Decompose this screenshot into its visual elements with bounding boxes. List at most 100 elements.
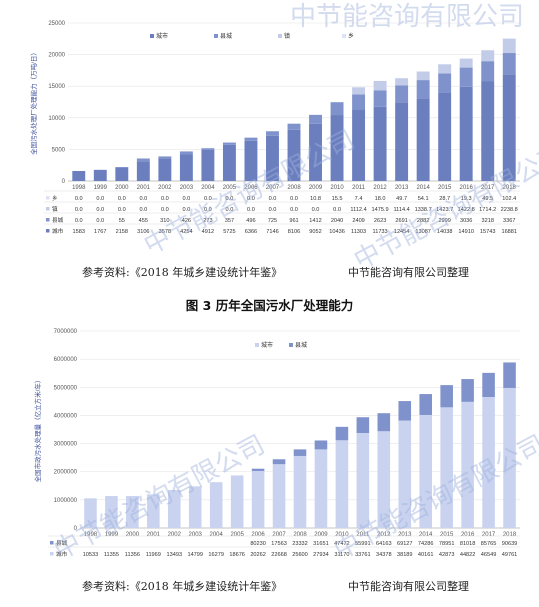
bar-城市-1998 <box>84 498 97 528</box>
table-cell: 85765 <box>481 541 497 547</box>
bar-城市-2008 <box>293 455 307 528</box>
y-tick-label: 2000000 <box>54 470 78 476</box>
table-cell: 6366 <box>245 229 257 235</box>
table-cell: 8106 <box>288 229 300 235</box>
table-cell: 44822 <box>460 552 476 558</box>
bar-城市-2004 <box>201 149 215 181</box>
bar-县城-2007 <box>266 131 279 136</box>
bar-县城-2018 <box>503 362 516 388</box>
x-tick-label: 2000 <box>126 532 140 538</box>
table-cell: 27934 <box>313 552 329 558</box>
bar-县城-2002 <box>158 156 172 159</box>
table-cell: 1412 <box>309 218 321 224</box>
bar-县城-2009 <box>309 114 322 124</box>
y-tick-label: 20000 <box>48 53 65 59</box>
table-cell: 47472 <box>334 541 350 547</box>
table-cell: 0.0 <box>161 207 169 213</box>
table-cell: 31170 <box>334 552 349 558</box>
y-tick-label: 1000000 <box>54 498 78 504</box>
x-tick-label: 2016 <box>460 185 474 191</box>
table-cell: 1338.7 <box>415 207 432 213</box>
bar-城市-2002 <box>158 158 172 181</box>
table-cell: 11303 <box>351 229 366 235</box>
table-cell: 0.0 <box>139 207 147 213</box>
table-cell: 15743 <box>480 229 496 235</box>
table-cell: 0.0 <box>96 218 104 224</box>
bar-城市-2011 <box>352 109 366 181</box>
bar-城市-2018 <box>503 387 516 528</box>
top-source-org: 中节能咨询有限公司整理 <box>348 266 469 279</box>
x-tick-label: 2014 <box>419 532 433 538</box>
bar-城市-2015 <box>440 407 453 528</box>
legend-label: 乡 <box>348 33 354 40</box>
bar-城市-2014 <box>416 98 430 181</box>
x-tick-label: 2009 <box>309 185 323 191</box>
bar-县城-2004 <box>201 148 215 150</box>
bar-县城-2014 <box>416 80 430 99</box>
x-tick-label: 2012 <box>373 185 387 191</box>
table-cell: 42873 <box>439 552 455 558</box>
x-tick-label: 2011 <box>356 532 370 538</box>
bar-县城-2016 <box>459 67 473 87</box>
bar-城市-2009 <box>309 123 322 181</box>
x-tick-label: 2010 <box>330 185 344 191</box>
bar-县城-2007 <box>272 459 286 465</box>
table-cell: 0.0 <box>118 196 126 202</box>
table-cell: 961 <box>289 218 298 224</box>
x-tick-label: 2007 <box>266 185 280 191</box>
y-axis-label: 全国市政污水处理量（亿立方米/年） <box>33 377 42 483</box>
table-cell: 10.8 <box>310 196 321 202</box>
bar-县城-2012 <box>377 413 391 432</box>
table-cell: 69127 <box>397 541 413 547</box>
bar-城市-2003 <box>179 154 193 181</box>
table-cell: 28.7 <box>439 196 450 202</box>
figure-caption: 图 3 历年全国污水厂处理能力 <box>185 298 354 313</box>
x-tick-label: 2004 <box>210 532 224 538</box>
table-cell: 18676 <box>229 552 245 558</box>
table-cell: 2238.8 <box>501 207 518 213</box>
bar-镇-2013 <box>395 78 409 86</box>
bar-城市-2006 <box>251 470 265 528</box>
x-tick-label: 2015 <box>438 185 452 191</box>
bar-县城-2016 <box>461 379 474 402</box>
bar-城市-2018 <box>502 74 516 181</box>
table-cell: 1423.7 <box>436 207 453 213</box>
legend-swatch-县城 <box>214 34 218 38</box>
bar-县城-2015 <box>440 385 453 408</box>
x-tick-label: 2001 <box>137 185 151 191</box>
table-cell: 1112.4 <box>350 207 366 213</box>
bar-城市-2007 <box>272 464 286 528</box>
x-tick-label: 1998 <box>84 532 98 538</box>
x-tick-label: 2018 <box>503 185 517 191</box>
table-cell: 22668 <box>271 552 287 558</box>
table-row-swatch <box>50 541 54 545</box>
table-row-swatch <box>46 207 50 211</box>
table-cell: 16279 <box>208 552 224 558</box>
bar-城市-2001 <box>147 494 160 528</box>
x-tick-label: 2005 <box>230 532 244 538</box>
table-cell: 0.0 <box>75 207 83 213</box>
table-cell: 0.0 <box>290 196 298 202</box>
bar-城市-2006 <box>244 140 258 181</box>
bar-县城-2014 <box>419 394 432 415</box>
bar-城市-2017 <box>481 81 495 181</box>
bar-县城-2001 <box>136 158 150 162</box>
bar-城市-2007 <box>266 135 279 181</box>
table-cell: 18.0 <box>375 196 386 202</box>
bar-镇-2011 <box>352 87 366 95</box>
bar-镇-2018 <box>502 38 516 54</box>
bar-县城-2017 <box>482 372 495 397</box>
table-cell: 455 <box>139 218 148 224</box>
legend-swatch-县城 <box>289 343 293 347</box>
table-cell: 0.0 <box>247 196 255 202</box>
bar-县城-2008 <box>293 449 307 456</box>
x-tick-label: 2005 <box>223 185 237 191</box>
bar-城市-2017 <box>482 396 495 528</box>
legend-label: 县城 <box>295 342 307 349</box>
table-cell: 2409 <box>352 218 364 224</box>
bar-县城-2006 <box>251 468 265 471</box>
table-cell: 1767 <box>94 229 106 235</box>
bar-城市-2016 <box>459 86 473 181</box>
table-row-swatch <box>46 218 50 222</box>
table-cell: 3036 <box>460 218 472 224</box>
